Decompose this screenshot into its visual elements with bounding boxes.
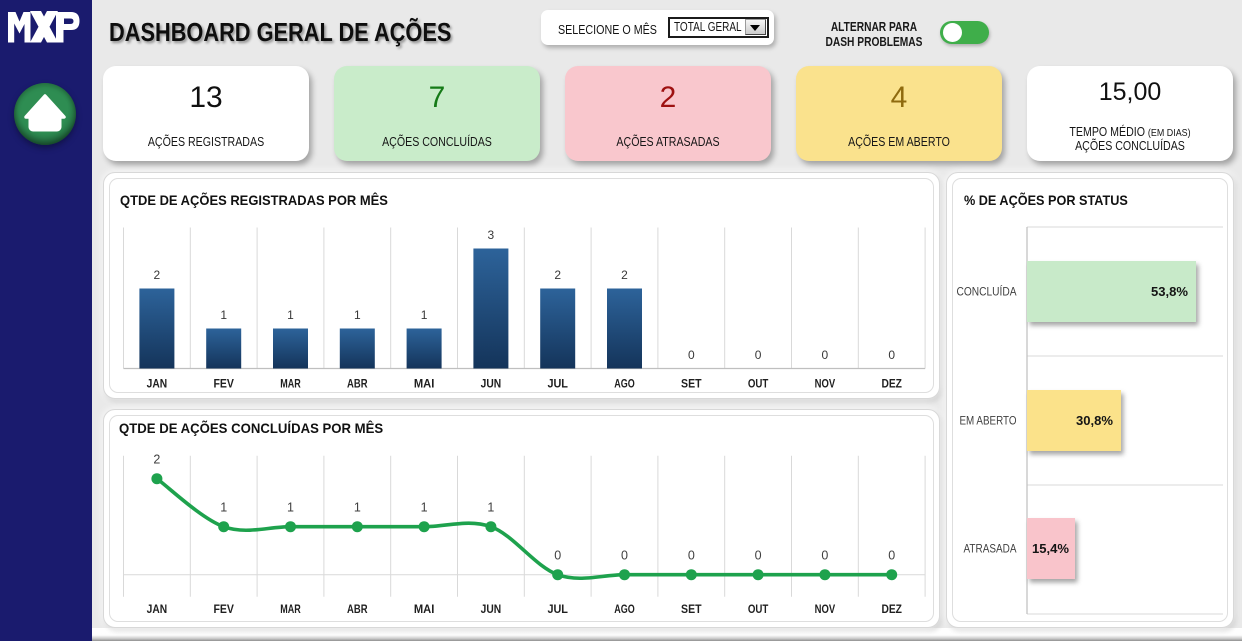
svg-text:ABR: ABR xyxy=(347,378,368,390)
svg-text:MAI: MAI xyxy=(414,378,435,390)
svg-text:0: 0 xyxy=(755,348,762,362)
svg-text:MAR: MAR xyxy=(280,378,301,390)
svg-text:AGO: AGO xyxy=(614,604,635,616)
svg-text:NOV: NOV xyxy=(815,604,836,616)
svg-text:FEV: FEV xyxy=(213,378,234,390)
svg-text:JUN: JUN xyxy=(481,604,502,616)
svg-text:0: 0 xyxy=(888,348,895,362)
svg-text:DEZ: DEZ xyxy=(881,378,902,390)
svg-text:1: 1 xyxy=(354,501,361,515)
svg-text:1: 1 xyxy=(487,501,494,515)
svg-text:ABR: ABR xyxy=(347,604,368,616)
svg-text:1: 1 xyxy=(287,308,294,322)
svg-text:1: 1 xyxy=(220,501,227,515)
svg-text:JAN: JAN xyxy=(147,378,168,390)
svg-text:0: 0 xyxy=(688,348,695,362)
svg-text:1: 1 xyxy=(287,501,294,515)
svg-text:53,8%: 53,8% xyxy=(1151,284,1188,299)
svg-text:AGO: AGO xyxy=(614,378,635,390)
svg-text:15,4%: 15,4% xyxy=(1032,541,1069,556)
svg-text:JUL: JUL xyxy=(547,604,568,616)
svg-text:2: 2 xyxy=(153,453,160,467)
svg-text:0: 0 xyxy=(822,348,829,362)
svg-text:0: 0 xyxy=(554,549,561,563)
svg-text:OUT: OUT xyxy=(748,604,769,616)
svg-text:2: 2 xyxy=(554,268,561,282)
svg-text:0: 0 xyxy=(621,549,628,563)
svg-text:1: 1 xyxy=(421,308,428,322)
svg-text:NOV: NOV xyxy=(815,378,836,390)
svg-text:JUN: JUN xyxy=(481,378,502,390)
svg-text:3: 3 xyxy=(488,228,495,242)
svg-text:2: 2 xyxy=(154,268,161,282)
svg-text:0: 0 xyxy=(821,549,828,563)
svg-text:JAN: JAN xyxy=(147,604,168,616)
svg-text:EM ABERTO: EM ABERTO xyxy=(960,416,1017,428)
svg-text:CONCLUÍDA: CONCLUÍDA xyxy=(957,286,1017,299)
svg-text:MAI: MAI xyxy=(414,604,435,616)
svg-text:0: 0 xyxy=(888,549,895,563)
svg-text:2: 2 xyxy=(621,268,628,282)
svg-text:1: 1 xyxy=(220,308,227,322)
svg-text:MAR: MAR xyxy=(280,604,301,616)
svg-text:0: 0 xyxy=(688,549,695,563)
svg-text:JUL: JUL xyxy=(547,378,568,390)
svg-text:SET: SET xyxy=(681,604,702,616)
svg-text:0: 0 xyxy=(755,549,762,563)
svg-text:FEV: FEV xyxy=(213,604,234,616)
svg-text:SET: SET xyxy=(681,378,702,390)
svg-text:ATRASADA: ATRASADA xyxy=(964,544,1017,556)
svg-text:OUT: OUT xyxy=(748,378,769,390)
svg-text:1: 1 xyxy=(354,308,361,322)
svg-text:1: 1 xyxy=(421,501,428,515)
svg-text:30,8%: 30,8% xyxy=(1076,413,1113,428)
svg-text:DEZ: DEZ xyxy=(881,604,902,616)
